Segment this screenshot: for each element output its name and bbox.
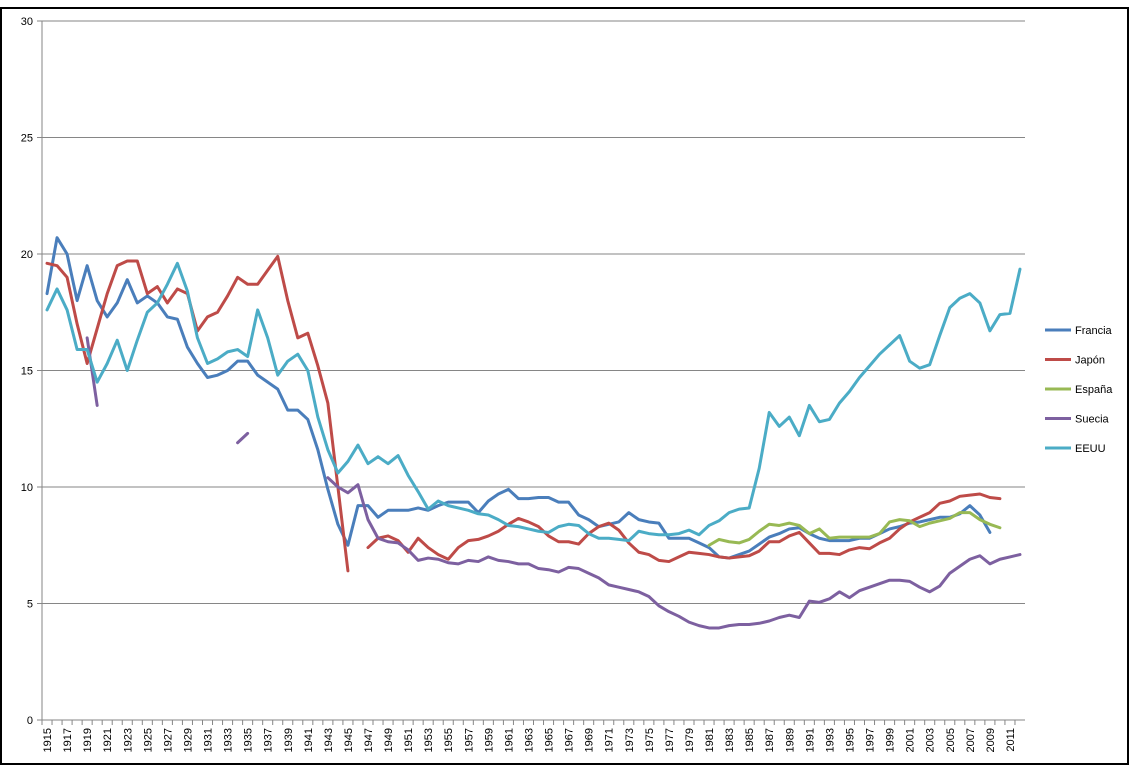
x-tick-label: 1937 bbox=[263, 728, 275, 752]
x-tick-label: 1943 bbox=[323, 728, 335, 752]
x-tick-label: 1959 bbox=[483, 728, 495, 752]
y-tick-label: 30 bbox=[21, 16, 33, 28]
y-tick-label: 20 bbox=[21, 249, 33, 261]
x-tick-label: 1981 bbox=[704, 728, 716, 752]
y-tick-label: 0 bbox=[27, 715, 33, 727]
x-tick-label: 1973 bbox=[624, 728, 636, 752]
y-tick-label: 15 bbox=[21, 366, 33, 378]
x-tick-label: 1967 bbox=[564, 728, 576, 752]
x-tick-label: 1989 bbox=[784, 728, 796, 752]
series-line bbox=[45, 236, 992, 560]
x-tick-label: 2009 bbox=[985, 728, 997, 752]
x-tick-label: 1971 bbox=[604, 728, 616, 752]
x-tick-label: 1991 bbox=[804, 728, 816, 752]
x-tick-label: 1923 bbox=[122, 728, 134, 752]
x-tick-label: 1915 bbox=[42, 728, 54, 752]
x-tick-label: 1939 bbox=[283, 728, 295, 752]
legend-label: Suecia bbox=[1075, 414, 1110, 426]
x-tick-label: 1949 bbox=[383, 728, 395, 752]
x-tick-label: 1963 bbox=[523, 728, 535, 752]
x-tick-label: 1917 bbox=[62, 728, 74, 752]
x-tick-label: 1921 bbox=[102, 728, 114, 752]
x-tick-label: 1955 bbox=[443, 728, 455, 752]
legend-label: Francia bbox=[1075, 325, 1113, 337]
x-tick-label: 1933 bbox=[223, 728, 235, 752]
legend-label: EEUU bbox=[1075, 443, 1106, 455]
x-tick-label: 1977 bbox=[664, 728, 676, 752]
series-line bbox=[85, 336, 1022, 630]
x-tick-label: 1983 bbox=[724, 728, 736, 752]
x-tick-label: 2001 bbox=[905, 728, 917, 752]
x-tick-label: 1975 bbox=[644, 728, 656, 752]
x-tick-label: 1951 bbox=[403, 728, 415, 752]
x-tick-label: 1979 bbox=[684, 728, 696, 752]
x-tick-label: 1969 bbox=[584, 728, 596, 752]
series-line bbox=[45, 261, 1022, 543]
x-tick-label: 1941 bbox=[303, 728, 315, 752]
x-tick-label: 1953 bbox=[423, 728, 435, 752]
x-tick-label: 1935 bbox=[243, 728, 255, 752]
x-tick-label: 2003 bbox=[925, 728, 937, 752]
x-tick-label: 1961 bbox=[503, 728, 515, 752]
x-tick-label: 1945 bbox=[343, 728, 355, 752]
series-line bbox=[707, 511, 1002, 547]
x-tick-label: 2005 bbox=[945, 728, 957, 752]
x-tick-label: 1993 bbox=[824, 728, 836, 752]
x-tick-label: 1931 bbox=[203, 728, 215, 752]
legend-label: Japón bbox=[1075, 355, 1105, 367]
x-tick-label: 1987 bbox=[764, 728, 776, 752]
x-tick-label: 1999 bbox=[885, 728, 897, 752]
x-tick-label: 1919 bbox=[82, 728, 94, 752]
y-tick-label: 10 bbox=[21, 482, 33, 494]
x-tick-label: 1929 bbox=[182, 728, 194, 752]
x-tick-label: 1965 bbox=[544, 728, 556, 752]
y-tick-label: 25 bbox=[21, 133, 33, 145]
x-tick-label: 1957 bbox=[463, 728, 475, 752]
x-tick-label: 1995 bbox=[844, 728, 856, 752]
legend-label: España bbox=[1075, 384, 1113, 396]
x-tick-label: 2011 bbox=[1005, 728, 1017, 752]
x-tick-label: 1947 bbox=[363, 728, 375, 752]
chart-frame bbox=[0, 7, 1129, 765]
x-tick-label: 1997 bbox=[865, 728, 877, 752]
x-tick-label: 1927 bbox=[162, 728, 174, 752]
x-tick-label: 2007 bbox=[965, 728, 977, 752]
x-tick-label: 1925 bbox=[142, 728, 154, 752]
y-tick-label: 5 bbox=[27, 599, 33, 611]
x-tick-label: 1985 bbox=[744, 728, 756, 752]
